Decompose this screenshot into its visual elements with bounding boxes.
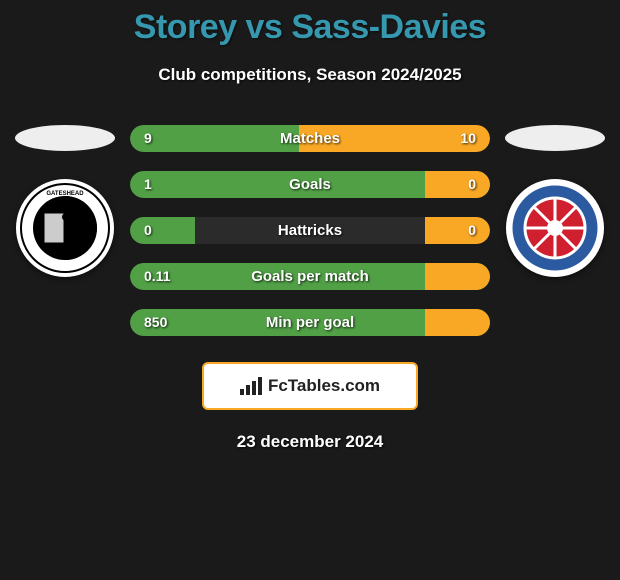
stat-row-goals-per-match: 0.11Goals per match bbox=[130, 263, 490, 290]
stat-label: Hattricks bbox=[130, 217, 490, 244]
hartlepool-badge bbox=[506, 179, 604, 277]
player-left-silhouette bbox=[15, 125, 115, 151]
page-title: Storey vs Sass-Davies bbox=[0, 8, 620, 47]
stat-row-min-per-goal: 850Min per goal bbox=[130, 309, 490, 336]
stat-row-goals: 1Goals0 bbox=[130, 171, 490, 198]
player-right-silhouette bbox=[505, 125, 605, 151]
right-value: 0 bbox=[468, 217, 476, 244]
stat-row-hattricks: 0Hattricks0 bbox=[130, 217, 490, 244]
fctables-brand: FcTables.com bbox=[202, 362, 418, 410]
svg-text:GATESHEAD: GATESHEAD bbox=[46, 191, 84, 197]
right-value: 10 bbox=[460, 125, 476, 152]
stat-label: Goals per match bbox=[130, 263, 490, 290]
right-side bbox=[490, 125, 620, 277]
stat-row-matches: 9Matches10 bbox=[130, 125, 490, 152]
stat-label: Min per goal bbox=[130, 309, 490, 336]
stats-column: 9Matches101Goals00Hattricks00.11Goals pe… bbox=[130, 125, 490, 336]
chart-icon bbox=[240, 377, 262, 395]
stat-label: Matches bbox=[130, 125, 490, 152]
subtitle: Club competitions, Season 2024/2025 bbox=[0, 65, 620, 85]
gateshead-badge: GATESHEAD bbox=[16, 179, 114, 277]
stat-label: Goals bbox=[130, 171, 490, 198]
left-side: GATESHEAD bbox=[0, 125, 130, 277]
date-text: 23 december 2024 bbox=[0, 432, 620, 452]
brand-text: FcTables.com bbox=[268, 376, 380, 396]
right-value: 0 bbox=[468, 171, 476, 198]
